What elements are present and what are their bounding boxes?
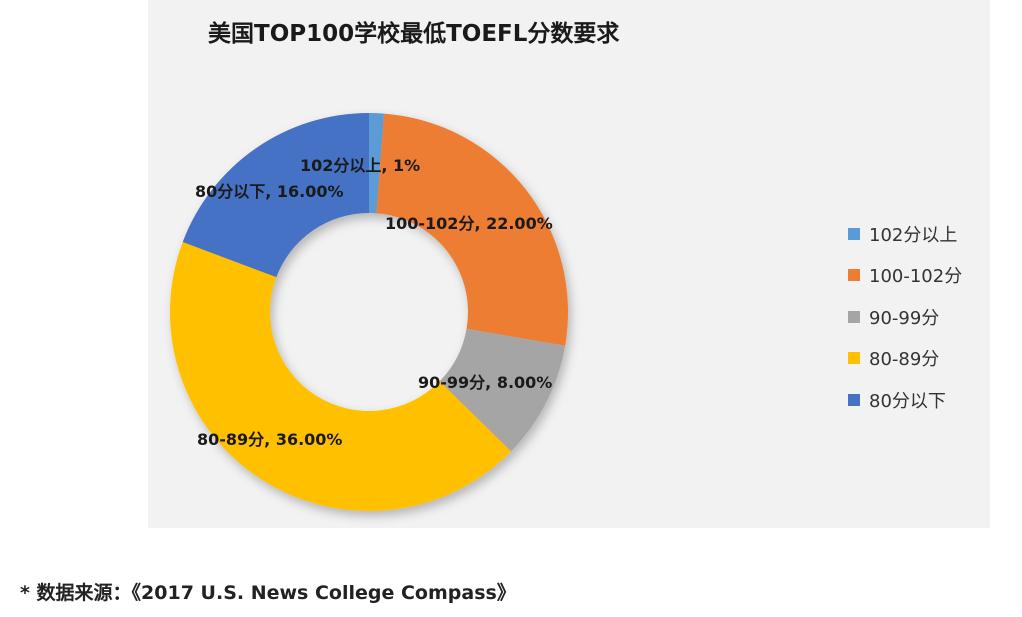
legend-swatch <box>848 393 860 406</box>
donut-slice-80-89 <box>169 241 512 512</box>
source-note: * 数据来源：《2017 U.S. News College Compass》 <box>20 582 516 604</box>
legend-item-102-above: 102分以上 <box>848 213 962 255</box>
data-label-80-89: 80-89分, 36.00% <box>197 430 342 449</box>
legend-label: 102分以上 <box>869 224 958 246</box>
legend-item-80-below: 80分以下 <box>848 379 962 421</box>
legend-swatch <box>848 269 860 282</box>
legend-label: 90-99分 <box>869 307 940 329</box>
data-label-90-99: 90-99分, 8.00% <box>418 373 552 392</box>
data-label-100-102: 100-102分, 22.00% <box>385 214 553 233</box>
donut-slice-100-102 <box>376 113 569 346</box>
donut-slice-90-99 <box>439 328 566 452</box>
legend-label: 80-89分 <box>869 349 940 371</box>
donut-slice-80-below <box>182 113 369 278</box>
data-label-102-above: 102分以上, 1% <box>300 156 420 175</box>
legend-item-100-102: 100-102分 <box>848 255 962 297</box>
legend-swatch <box>848 227 860 240</box>
legend-item-90-99: 90-99分 <box>848 296 962 338</box>
legend-swatch <box>848 310 860 323</box>
legend: 102分以上 100-102分 90-99分 80-89分 80分以下 <box>848 213 962 421</box>
legend-swatch <box>848 352 860 365</box>
chart-title: 美国TOP100学校最低TOEFL分数要求 <box>208 21 620 47</box>
legend-label: 80分以下 <box>869 390 946 412</box>
donut-slice-102-above <box>369 113 385 214</box>
data-label-80-below: 80分以下, 16.00% <box>195 182 344 201</box>
legend-item-80-89: 80-89分 <box>848 338 962 380</box>
legend-label: 100-102分 <box>869 266 963 288</box>
